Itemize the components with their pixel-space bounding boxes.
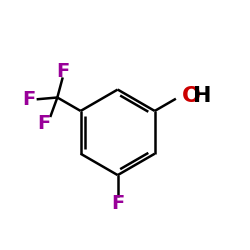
- Text: H: H: [194, 86, 212, 106]
- Text: F: F: [56, 62, 69, 81]
- Text: F: F: [38, 114, 51, 133]
- Text: O: O: [182, 86, 201, 106]
- Text: F: F: [23, 90, 36, 109]
- Text: F: F: [111, 194, 124, 214]
